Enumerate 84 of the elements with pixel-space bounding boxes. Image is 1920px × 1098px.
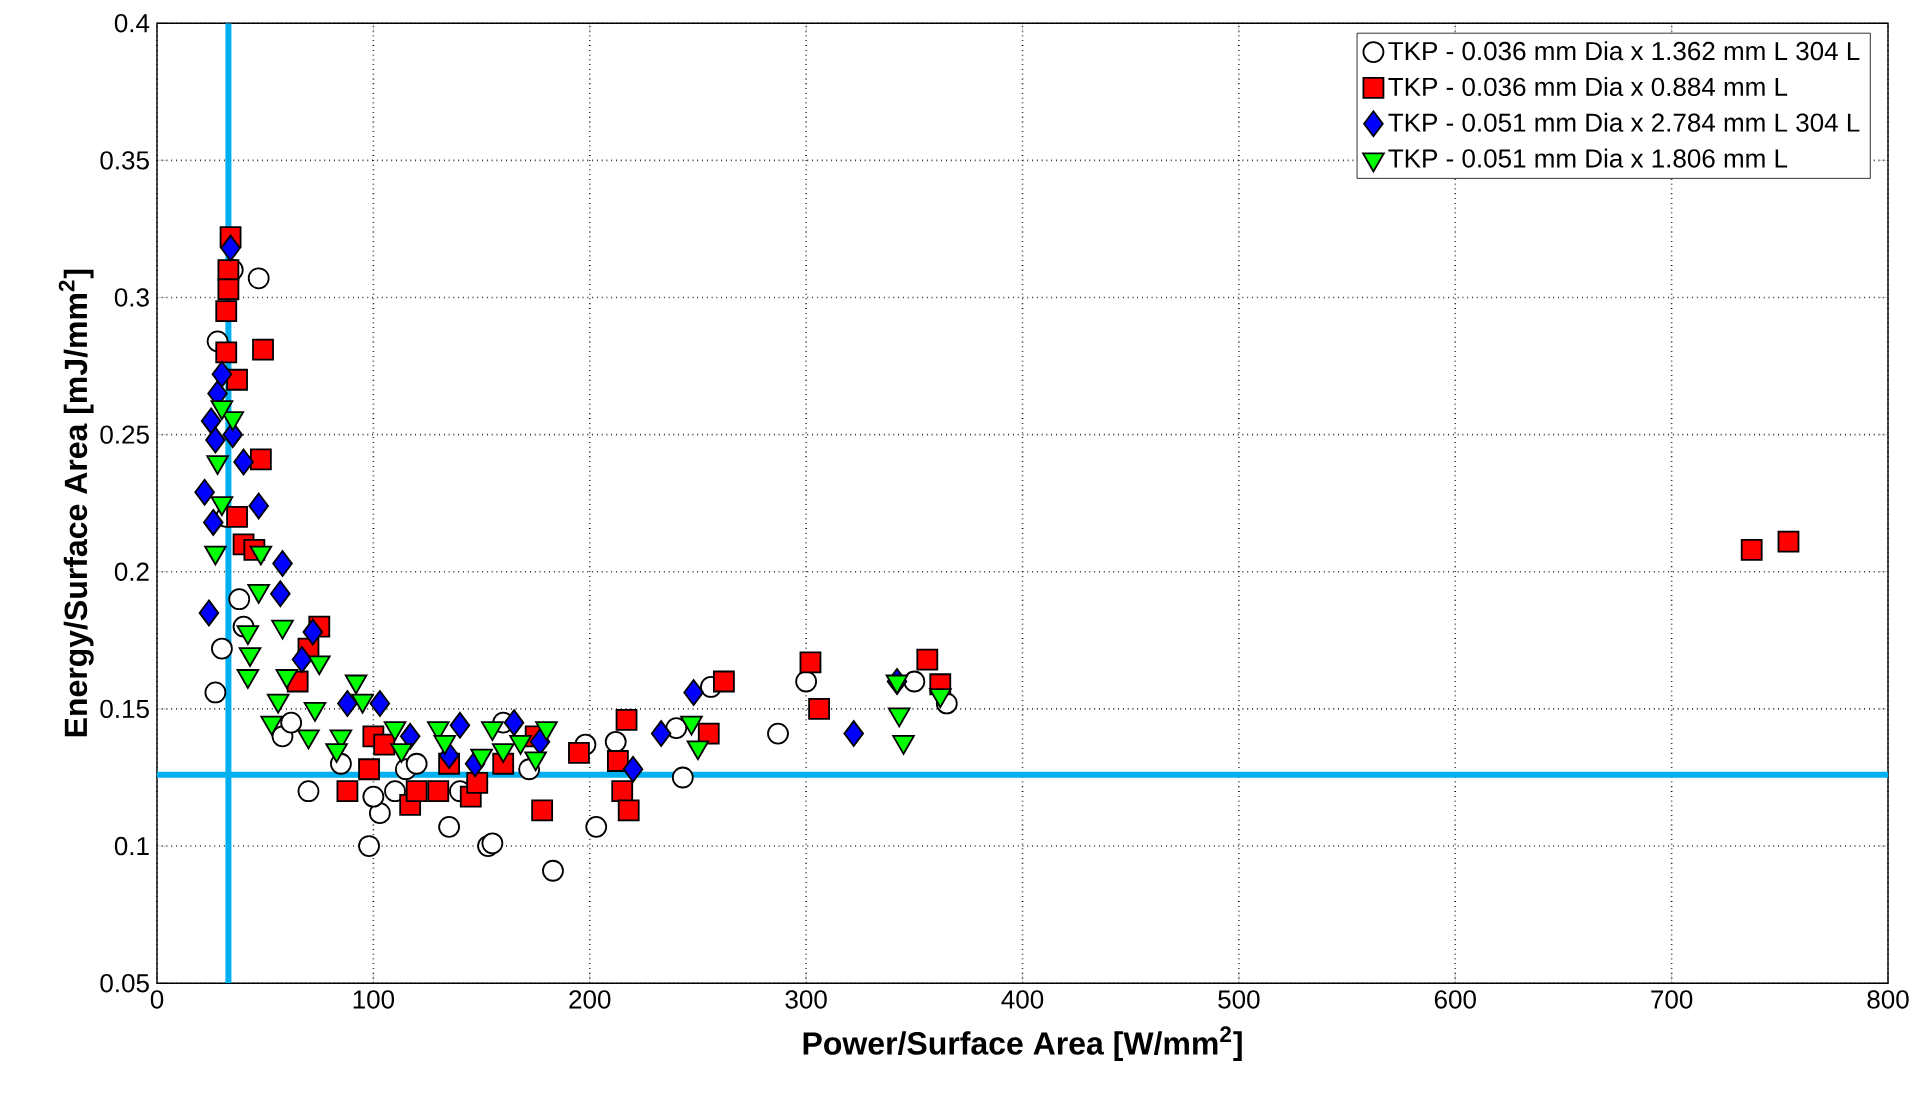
point xyxy=(362,785,385,808)
point xyxy=(438,815,461,838)
point xyxy=(217,278,240,301)
x-tick-label: 300 xyxy=(785,990,827,1009)
y-tick-label: 0.1 xyxy=(114,836,149,856)
point xyxy=(622,755,644,783)
point xyxy=(767,722,789,745)
point xyxy=(671,766,694,789)
point xyxy=(200,407,222,435)
point xyxy=(202,509,224,536)
point xyxy=(1740,538,1763,561)
point xyxy=(568,741,590,764)
point xyxy=(481,832,504,855)
point xyxy=(270,580,291,608)
y-tick-label: 0.3 xyxy=(114,288,149,307)
point xyxy=(405,752,428,775)
legend-label: TKP - 0.051 mm Dia x 1.806 mm L xyxy=(1388,148,1788,168)
x-tick-label: 600 xyxy=(1434,990,1476,1009)
point xyxy=(916,648,939,671)
y-tick-label: 0.4 xyxy=(114,13,150,33)
point xyxy=(205,426,226,454)
point xyxy=(280,711,303,734)
point xyxy=(272,550,293,577)
point xyxy=(337,690,358,717)
point xyxy=(226,368,248,391)
y-tick-label: 0.2 xyxy=(114,562,149,581)
point xyxy=(399,722,421,750)
point xyxy=(302,618,324,646)
legend-label: TKP - 0.051 mm Dia x 2.784 mm L 304 L xyxy=(1388,112,1860,132)
point xyxy=(336,780,359,803)
point xyxy=(611,780,634,803)
point xyxy=(220,234,241,262)
point xyxy=(198,599,220,627)
legend-label: TKP - 0.036 mm Dia x 1.362 mm L 304 L xyxy=(1388,41,1860,61)
point xyxy=(795,670,818,693)
point xyxy=(615,708,638,731)
x-tick-label: 700 xyxy=(1651,990,1693,1009)
point xyxy=(215,300,238,323)
y-tick-label: 0.15 xyxy=(100,699,149,719)
point xyxy=(291,646,313,673)
point xyxy=(226,506,248,528)
point xyxy=(799,651,822,674)
point xyxy=(194,478,215,506)
point xyxy=(843,720,865,747)
point xyxy=(211,360,233,388)
x-tick-label: 400 xyxy=(1001,990,1044,1009)
point xyxy=(683,679,704,706)
point xyxy=(247,267,270,290)
x-tick-label: 100 xyxy=(353,990,395,1009)
point xyxy=(617,799,640,822)
point xyxy=(1777,530,1800,553)
point xyxy=(358,758,380,781)
x-tick-label: 500 xyxy=(1218,990,1260,1009)
point xyxy=(427,780,450,803)
point xyxy=(297,780,320,803)
point xyxy=(233,448,254,476)
point xyxy=(713,670,735,693)
point xyxy=(542,859,564,882)
point xyxy=(211,637,233,660)
point xyxy=(808,698,831,720)
point xyxy=(228,588,251,611)
point xyxy=(204,681,227,704)
point xyxy=(405,780,428,803)
y-tick-label: 0.25 xyxy=(100,425,149,444)
point xyxy=(449,711,471,739)
point xyxy=(215,341,238,364)
x-tick-label: 800 xyxy=(1867,990,1909,1009)
y-tick-label: 0.35 xyxy=(100,151,149,170)
point xyxy=(606,750,629,772)
y-axis-title: Energy/Surface Area [mJ/mm$^{2}$] xyxy=(58,269,94,737)
point xyxy=(248,492,269,520)
point xyxy=(650,720,672,747)
y-tick-label: 0.05 xyxy=(100,973,149,993)
point xyxy=(369,690,391,717)
point xyxy=(585,815,608,838)
x-tick-label: 200 xyxy=(569,990,611,1009)
point xyxy=(358,835,380,857)
x-tick-label: 0 xyxy=(150,990,164,1009)
point xyxy=(249,448,272,471)
point xyxy=(252,338,274,361)
point xyxy=(531,799,554,822)
x-axis-title: Power/Surface Area [W/mm$^{2}$] xyxy=(803,1026,1242,1062)
point xyxy=(503,709,525,737)
legend-label: TKP - 0.036 mm Dia x 0.884 mm L xyxy=(1388,76,1788,97)
